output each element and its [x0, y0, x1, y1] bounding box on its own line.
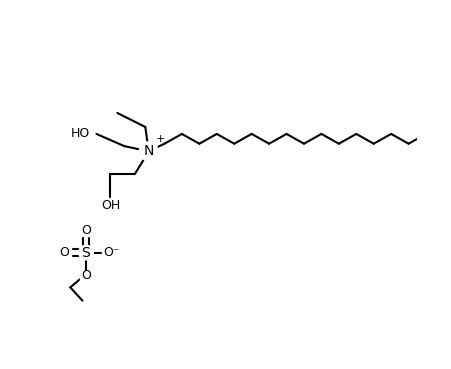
FancyBboxPatch shape [58, 247, 71, 258]
Text: O: O [60, 246, 69, 259]
FancyBboxPatch shape [102, 200, 119, 211]
FancyBboxPatch shape [102, 247, 121, 258]
Text: N: N [143, 144, 154, 158]
Circle shape [139, 142, 158, 161]
Text: HO: HO [71, 127, 90, 141]
Text: S: S [82, 245, 90, 259]
FancyBboxPatch shape [80, 270, 92, 281]
Text: OH: OH [101, 199, 120, 212]
Text: O⁻: O⁻ [104, 246, 120, 259]
FancyBboxPatch shape [80, 226, 92, 236]
Text: +: + [156, 134, 165, 144]
Circle shape [78, 245, 93, 260]
Text: O: O [81, 224, 91, 237]
FancyBboxPatch shape [71, 128, 90, 139]
Text: O: O [81, 269, 91, 282]
